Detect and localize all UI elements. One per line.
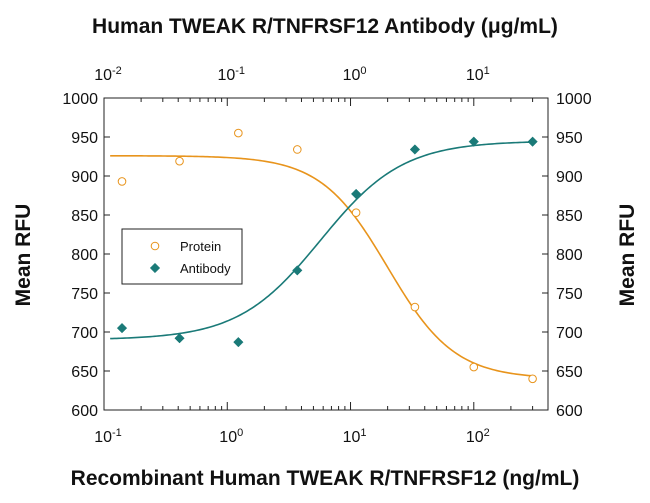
point-antibody — [527, 136, 538, 147]
point-antibody — [468, 136, 479, 147]
chart-title: Human TWEAK R/TNFRSF12 Antibody (μg/mL) — [92, 15, 558, 38]
y-tick-label-right: 750 — [556, 286, 583, 303]
x-tick-label: 100 — [219, 427, 243, 446]
point-protein — [175, 156, 184, 166]
x-tick-label-exponent: 0 — [237, 427, 243, 439]
point-antibody — [233, 336, 244, 348]
y-tick-label-right: 1000 — [556, 91, 592, 108]
y-tick-label-left: 950 — [71, 130, 98, 147]
y-tick-label-right: 700 — [556, 325, 583, 342]
x-tick-label: 10-1 — [94, 427, 122, 446]
legend-marker-protein — [150, 241, 160, 251]
top-x-tick-label-exponent: 0 — [360, 65, 366, 77]
fit-curve-protein — [110, 154, 533, 377]
y-tick-label-left: 600 — [71, 403, 98, 420]
point-antibody — [174, 333, 185, 344]
point-protein — [469, 362, 479, 372]
fit-curve-antibody — [110, 141, 533, 340]
legend: Protein Antibody — [121, 228, 243, 285]
point-protein — [293, 145, 302, 154]
y-tick-label-left: 700 — [71, 325, 98, 342]
point-protein — [410, 302, 420, 312]
data-points — [116, 128, 538, 384]
fit-curves — [110, 141, 533, 377]
point-antibody — [350, 188, 362, 200]
x-tick-label: 101 — [343, 427, 367, 446]
legend-box — [121, 228, 243, 285]
point-antibody — [292, 265, 303, 276]
top-x-tick-label: 10-2 — [94, 65, 122, 84]
y-tick-label-right: 650 — [556, 364, 583, 381]
y-tick-label-right: 800 — [556, 247, 583, 264]
y-tick-label-left: 850 — [71, 208, 98, 225]
point-protein — [351, 208, 361, 217]
top-x-tick-label-exponent: 1 — [484, 65, 490, 77]
top-x-tick-label: 101 — [466, 65, 490, 84]
y-tick-label-left: 1000 — [62, 91, 98, 108]
x-tick-label-exponent: -1 — [112, 427, 122, 439]
legend-label-antibody: Antibody — [180, 261, 231, 276]
y-tick-label-left: 800 — [71, 247, 98, 264]
y-tick-label-left: 650 — [71, 364, 98, 381]
y-axis-label-left: Mean RFU — [12, 204, 35, 307]
y-tick-label-right: 600 — [556, 403, 583, 420]
top-x-tick-label: 10-1 — [217, 65, 245, 84]
x-axis-label: Recombinant Human TWEAK R/TNFRSF12 (ng/m… — [71, 467, 580, 490]
legend-label-protein: Protein — [180, 239, 221, 254]
point-protein — [117, 177, 127, 186]
x-tick-label-exponent: 1 — [360, 427, 366, 439]
x-tick-label: 102 — [466, 427, 490, 446]
y-tick-label-left: 900 — [71, 169, 98, 186]
y-tick-label-right: 850 — [556, 208, 583, 225]
point-antibody — [409, 144, 421, 155]
y-tick-label-right: 900 — [556, 169, 583, 186]
axis-ticks: 600 600 650 650 700 700 750 750 800 800 850 850 900 9… — [62, 65, 591, 446]
point-antibody — [116, 322, 128, 334]
y-axis-label-right: Mean RFU — [616, 204, 639, 307]
top-x-tick-label: 100 — [343, 65, 367, 84]
y-tick-label-left: 750 — [71, 286, 98, 303]
legend-marker-antibody — [149, 262, 161, 274]
point-protein — [528, 374, 537, 384]
top-x-tick-label-exponent: -2 — [112, 65, 122, 77]
point-protein — [234, 128, 243, 138]
top-x-tick-label-exponent: -1 — [235, 65, 245, 77]
x-tick-label-exponent: 2 — [484, 427, 490, 439]
y-tick-label-right: 950 — [556, 130, 583, 147]
